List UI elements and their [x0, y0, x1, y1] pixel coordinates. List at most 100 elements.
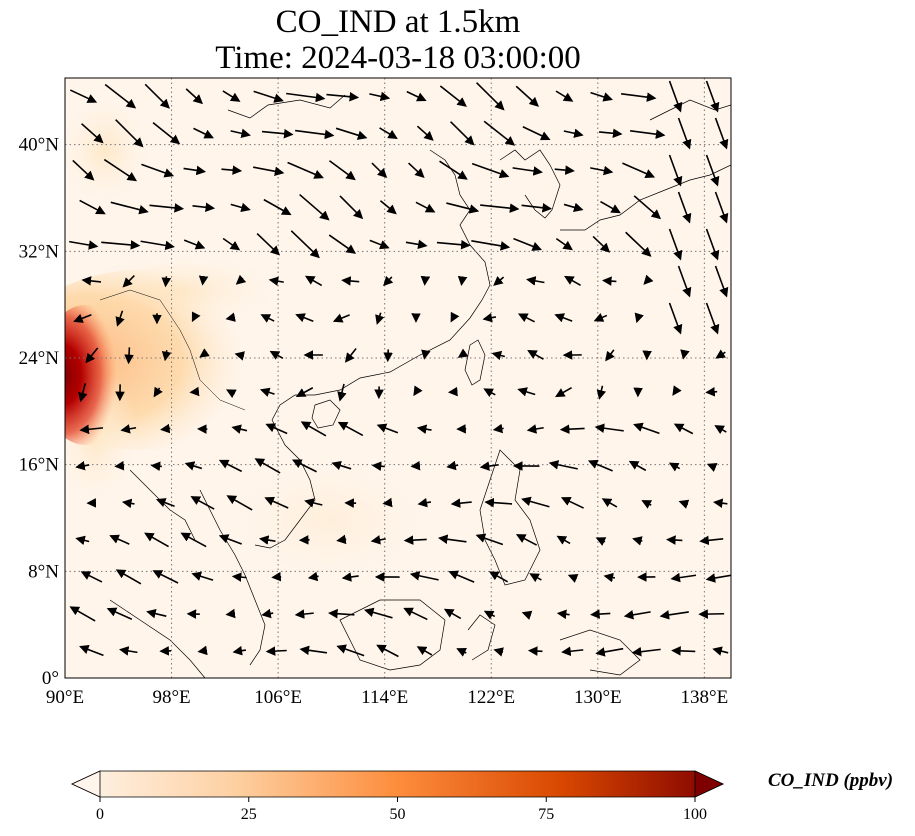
- coast-burma: [129, 469, 196, 541]
- wind-arrow-19: [115, 119, 144, 148]
- wind-arrow-201: [190, 496, 215, 510]
- wind-arrow-254: [146, 608, 167, 619]
- wind-arrow-113: [260, 314, 275, 323]
- wind-arrow-250: [670, 572, 697, 583]
- wind-arrow-286: [671, 646, 696, 656]
- wind-arrow-25: [335, 127, 368, 140]
- coast-korea: [499, 149, 561, 219]
- lon-tick-label-6: 138°E: [681, 687, 729, 708]
- wind-arrow-92: [161, 276, 172, 288]
- wind-arrow-266: [590, 609, 611, 619]
- lon-tick-label-0: 90°E: [46, 687, 84, 708]
- wind-arrow-143: [715, 349, 726, 359]
- wind-arrow-236: [152, 570, 179, 584]
- wind-arrow-177: [633, 422, 660, 435]
- coast-sulawesi: [467, 614, 496, 661]
- wind-arrow-228: [515, 534, 538, 546]
- wind-arrow-14: [590, 91, 613, 102]
- wind-arrow-287: [712, 646, 729, 656]
- wind-arrow-206: [382, 497, 393, 508]
- wind-arrow-214: [678, 499, 690, 509]
- wind-arrow-118: [450, 311, 460, 323]
- map-area: [65, 78, 731, 678]
- wind-arrow-15: [621, 92, 657, 102]
- wind-arrow-181: [114, 460, 125, 471]
- colorbar-extend-max: [694, 770, 724, 798]
- wind-arrow-65: [480, 203, 520, 213]
- wind-arrow-109: [115, 310, 125, 327]
- coastlines: [99, 94, 731, 678]
- wind-arrow-243: [409, 571, 439, 581]
- wind-arrow-235: [115, 569, 142, 585]
- wind-arrow-9: [406, 90, 427, 102]
- lat-tick-label-0: 0°: [42, 668, 59, 689]
- wind-arrow-227: [475, 533, 504, 546]
- wind-arrow-104: [602, 276, 617, 286]
- wind-arrow-276: [299, 645, 328, 656]
- wind-arrow-50: [590, 165, 614, 176]
- wind-arrow-53: [705, 154, 720, 187]
- wind-arrow-10: [439, 85, 467, 107]
- wind-arrow-282: [527, 646, 543, 656]
- wind-arrow-257: [261, 608, 274, 619]
- wind-arrow-273: [197, 645, 208, 656]
- wind-arrow-12: [515, 85, 539, 107]
- wind-arrow-179: [714, 425, 727, 435]
- wind-arrow-189: [410, 460, 421, 471]
- wind-arrow-240: [307, 571, 319, 582]
- wind-arrow-94: [235, 274, 247, 285]
- wind-arrow-162: [79, 424, 104, 435]
- colorbar-tick-label-3: 75: [538, 806, 554, 823]
- wind-arrow-262: [443, 608, 462, 620]
- wind-arrow-63: [415, 201, 436, 213]
- wind-arrow-176: [594, 423, 624, 433]
- wind-arrow-251: [705, 573, 731, 583]
- wind-arrow-182: [150, 461, 162, 472]
- wind-arrow-217: [109, 534, 130, 545]
- wind-arrow-261: [403, 607, 428, 621]
- wind-arrow-29: [483, 120, 516, 146]
- wind-arrow-259: [328, 608, 355, 619]
- colorbar-body: [71, 770, 724, 798]
- wind-arrow-213: [641, 500, 653, 509]
- wind-arrow-84: [513, 237, 542, 251]
- wind-arrow-39: [183, 165, 207, 176]
- wind-arrow-133: [344, 347, 357, 363]
- wind-arrow-258: [294, 609, 314, 619]
- coast-vietnam: [254, 419, 316, 549]
- wind-arrow-252: [69, 606, 96, 622]
- wind-arrow-13: [555, 90, 574, 102]
- wind-arrow-175: [559, 424, 585, 434]
- colorbar-ticks: 0 25 50 75 100: [96, 797, 707, 823]
- wind-arrow-21: [193, 127, 214, 139]
- lon-tick-label-4: 122°E: [467, 687, 515, 708]
- wind-arrow-193: [548, 460, 578, 470]
- wind-arrow-183: [184, 461, 203, 471]
- wind-arrow-279: [416, 646, 433, 656]
- wind-arrow-35: [714, 117, 729, 150]
- wind-arrow-274: [232, 645, 247, 656]
- wind-arrow-80: [369, 239, 390, 250]
- wind-arrow-163: [120, 424, 137, 434]
- wind-arrow-17: [705, 80, 720, 113]
- wind-arrow-69: [633, 195, 662, 220]
- wind-arrow-160: [672, 385, 682, 396]
- plot-title-line-2: Time: 2024-03-18 03:00:00: [215, 40, 581, 76]
- wind-arrow-98: [383, 275, 394, 287]
- wind-arrow-4: [222, 90, 241, 102]
- wind-arrow-238: [231, 572, 247, 582]
- wind-arrow-90: [81, 276, 102, 286]
- wind-arrow-23: [261, 128, 294, 139]
- wind-arrow-208: [450, 498, 472, 508]
- wind-arrow-43: [328, 160, 356, 181]
- wind-arrow-101: [493, 276, 505, 286]
- wind-arrow-37: [103, 158, 138, 182]
- hotspot-core: [65, 305, 130, 445]
- wind-arrow-6: [286, 92, 326, 103]
- wind-arrow-168: [300, 421, 327, 437]
- lat-tick-label-2: 16°N: [19, 455, 60, 476]
- wind-arrow-271: [118, 646, 138, 656]
- colorbar-label: CO_IND (ppbv): [768, 770, 894, 791]
- wind-arrow-265: [556, 609, 570, 620]
- wind-arrow-48: [512, 166, 543, 176]
